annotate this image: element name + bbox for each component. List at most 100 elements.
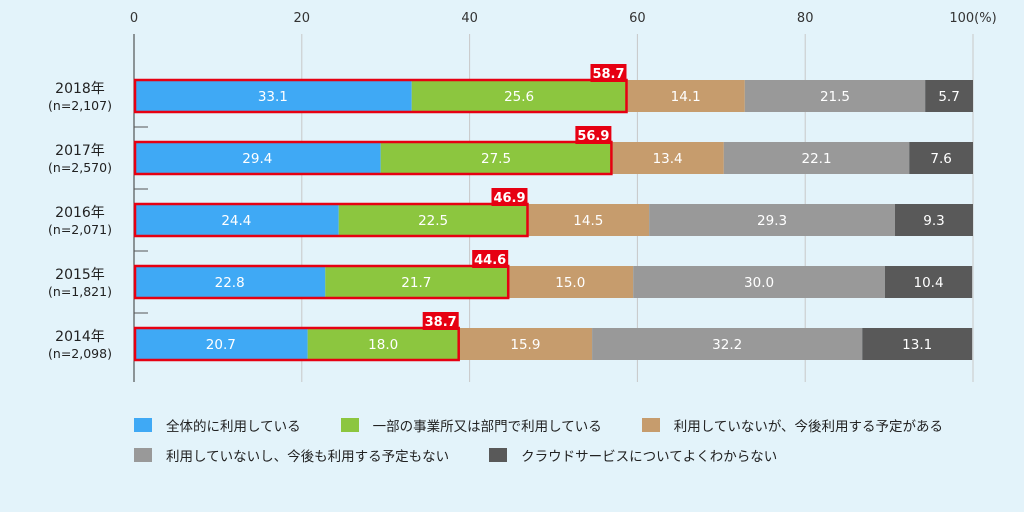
bar-value-label: 29.4 — [242, 151, 272, 167]
x-tick-label: 0 — [130, 11, 138, 26]
total-badge — [590, 64, 627, 82]
bar-segment — [626, 80, 745, 112]
total-badge — [422, 312, 459, 330]
bar-segment — [134, 80, 412, 112]
total-badge-label: 44.6 — [474, 253, 506, 268]
category-n-label: (n=1,821) — [48, 284, 112, 299]
legend-swatch-unknown — [489, 448, 508, 462]
category-year-label: 2014年 — [55, 329, 105, 345]
legend-item-planned-use: 利用していないが、今後利用する予定がある — [641, 415, 944, 435]
bar-value-label: 14.1 — [671, 89, 701, 105]
bar-segment — [380, 142, 612, 174]
bar-value-label: 21.7 — [401, 275, 431, 291]
category-year-label: 2017年 — [55, 143, 105, 159]
bar-value-label: 9.3 — [923, 213, 944, 229]
total-badge-label: 56.9 — [577, 129, 609, 144]
total-highlight-box — [133, 140, 613, 176]
legend-item-partial-use: 一部の事業所又は部門で利用している — [340, 415, 602, 435]
total-badge — [575, 126, 612, 144]
bar-segment — [862, 328, 973, 360]
bar-value-label: 24.4 — [221, 213, 251, 229]
legend-row-1: 全体的に利用している 一部の事業所又は部門で利用している 利用していないが、今後… — [134, 412, 994, 438]
bar-value-label: 21.5 — [820, 89, 850, 105]
bar-segment — [307, 328, 459, 360]
bar-segment — [723, 142, 910, 174]
bar-value-label: 27.5 — [481, 151, 511, 167]
category-year-label: 2018年 — [55, 81, 105, 97]
category-n-label: (n=2,071) — [48, 222, 112, 237]
category-n-label: (n=2,098) — [48, 346, 112, 361]
legend-label-planned-use: 利用していないが、今後利用する予定がある — [673, 419, 944, 435]
legend-label-full-use: 全体的に利用している — [166, 419, 301, 435]
bar-segment — [325, 266, 508, 298]
legend: 全体的に利用している 一部の事業所又は部門で利用している 利用していないが、今後… — [134, 412, 994, 472]
bar-value-label: 22.5 — [418, 213, 448, 229]
category-year-label: 2016年 — [55, 205, 105, 221]
bar-value-label: 7.6 — [930, 151, 951, 167]
bar-segment — [744, 80, 926, 112]
bar-segment — [507, 266, 634, 298]
bar-segment — [633, 266, 885, 298]
bar-segment — [527, 204, 650, 236]
x-tick-label: 40 — [461, 11, 478, 26]
total-badge-label: 46.9 — [493, 191, 525, 206]
legend-swatch-partial-use — [340, 418, 359, 432]
bar-value-label: 10.4 — [914, 275, 944, 291]
bar-segment — [458, 328, 593, 360]
category-n-label: (n=2,107) — [48, 98, 112, 113]
total-highlight-box — [133, 202, 529, 238]
bar-value-label: 14.5 — [573, 213, 603, 229]
total-badge — [472, 250, 509, 268]
bar-value-label: 33.1 — [258, 89, 288, 105]
x-tick-label: 80 — [797, 11, 814, 26]
x-tick-label: 100(%) — [949, 11, 996, 26]
legend-swatch-full-use — [134, 418, 152, 432]
bar-value-label: 25.6 — [504, 89, 534, 105]
bar-value-label: 22.1 — [801, 151, 831, 167]
legend-item-full-use: 全体的に利用している — [134, 415, 301, 435]
bar-segment — [611, 142, 724, 174]
legend-item-unknown: クラウドサービスについてよくわからない — [489, 445, 777, 465]
bar-value-label: 30.0 — [744, 275, 774, 291]
total-highlight-box — [133, 264, 510, 300]
bar-value-label: 15.9 — [510, 337, 540, 353]
legend-item-no-plan: 利用していないし、今後も利用する予定もない — [134, 445, 449, 465]
bar-value-label: 18.0 — [368, 337, 398, 353]
bar-segment — [894, 204, 973, 236]
total-badge-label: 38.7 — [425, 315, 457, 330]
bar-value-label: 32.2 — [712, 337, 742, 353]
bar-value-label: 13.1 — [902, 337, 932, 353]
bar-value-label: 22.8 — [215, 275, 245, 291]
total-highlight-box — [133, 78, 628, 114]
bar-value-label: 13.4 — [653, 151, 683, 167]
legend-swatch-planned-use — [641, 418, 660, 432]
total-highlight-box — [133, 326, 460, 362]
category-n-label: (n=2,570) — [48, 160, 112, 175]
bar-segment — [338, 204, 528, 236]
bar-value-label: 29.3 — [757, 213, 787, 229]
bar-segment — [134, 204, 339, 236]
legend-label-unknown: クラウドサービスについてよくわからない — [521, 449, 778, 465]
legend-swatch-no-plan — [134, 448, 152, 462]
legend-label-no-plan: 利用していないし、今後も利用する予定もない — [166, 449, 450, 465]
bar-segment — [925, 80, 973, 112]
legend-row-2: 利用していないし、今後も利用する予定もない クラウドサービスについてよくわからな… — [134, 442, 994, 468]
bar-segment — [134, 142, 381, 174]
bar-segment — [134, 266, 326, 298]
legend-label-partial-use: 一部の事業所又は部門で利用している — [372, 419, 602, 435]
bar-segment — [909, 142, 973, 174]
total-badge — [491, 188, 528, 206]
bar-value-label: 15.0 — [555, 275, 585, 291]
bar-segment — [884, 266, 973, 298]
bar-segment — [134, 328, 308, 360]
bar-value-label: 5.7 — [938, 89, 959, 105]
x-tick-label: 60 — [629, 11, 646, 26]
x-tick-label: 20 — [294, 11, 311, 26]
category-year-label: 2015年 — [55, 267, 105, 283]
total-badge-label: 58.7 — [592, 67, 624, 82]
bar-value-label: 20.7 — [206, 337, 236, 353]
bar-segment — [649, 204, 895, 236]
bar-segment — [411, 80, 627, 112]
